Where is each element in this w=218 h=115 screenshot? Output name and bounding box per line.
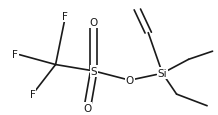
Text: F: F [30,89,36,99]
Text: Si: Si [158,69,167,79]
Text: F: F [12,49,18,59]
Text: S: S [90,66,97,76]
Text: O: O [126,76,134,85]
Text: O: O [83,103,91,113]
Text: O: O [90,18,98,28]
Text: F: F [63,12,68,22]
